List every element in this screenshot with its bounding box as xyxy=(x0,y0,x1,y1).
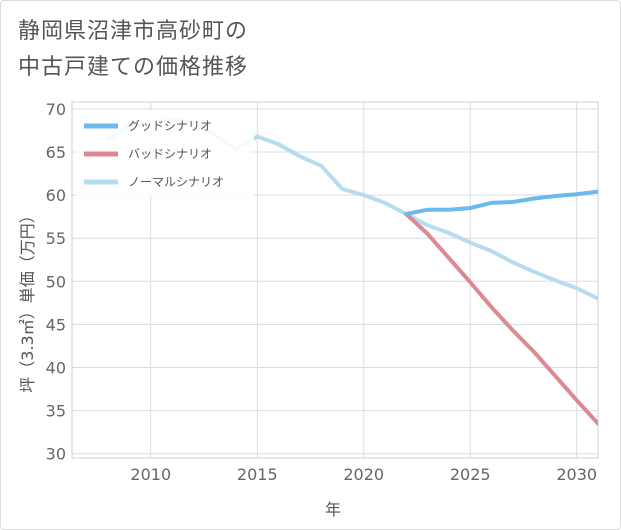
x-tick-label: 2015 xyxy=(237,465,278,484)
y-tick-label: 65 xyxy=(46,143,66,162)
y-tick-label: 35 xyxy=(46,402,66,421)
y-tick-label: 50 xyxy=(46,272,66,291)
legend-label: バッドシナリオ xyxy=(128,147,212,161)
x-tick-label: 2025 xyxy=(450,465,491,484)
series-line-good xyxy=(404,189,598,217)
y-axis-title: 坪（3.3㎡）単価（万円） xyxy=(18,207,37,392)
x-tick-label: 2010 xyxy=(130,465,171,484)
series-line-bad xyxy=(404,212,598,426)
y-tick-label: 40 xyxy=(46,358,66,377)
legend-label: ノーマルシナリオ xyxy=(128,175,224,189)
x-axis-title: 年 xyxy=(325,500,341,519)
legend-label: グッドシナリオ xyxy=(128,119,212,133)
y-tick-label: 70 xyxy=(46,100,66,119)
chart-title-line2: 中古戸建ての価格推移 xyxy=(18,55,249,80)
chart-title: 静岡県沼津市高砂町の 中古戸建ての価格推移 xyxy=(18,14,248,86)
x-tick-label: 2030 xyxy=(556,465,597,484)
x-tick-label: 2020 xyxy=(343,465,384,484)
tick-labels: 30 35 40 45 50 55 60 65 70 2010 2015 2020 2025 2030 xyxy=(46,100,597,484)
y-tick-label: 60 xyxy=(46,186,66,205)
y-tick-label: 45 xyxy=(46,315,66,334)
y-tick-label: 30 xyxy=(46,445,66,464)
y-tick-label: 55 xyxy=(46,229,66,248)
chart-title-line1: 静岡県沼津市高砂町の xyxy=(18,19,249,44)
